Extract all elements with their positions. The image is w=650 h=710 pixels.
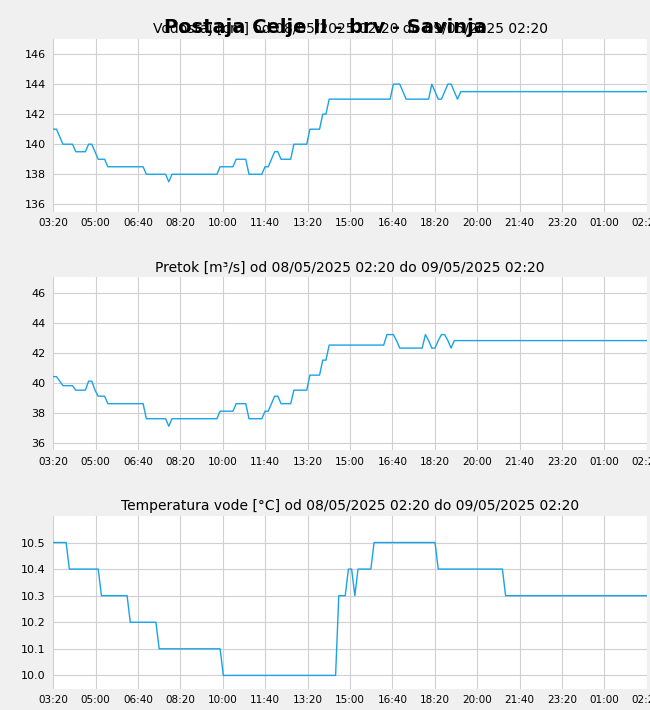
Text: Postaja Celje II - brv - Savinja: Postaja Celje II - brv - Savinja — [164, 18, 486, 37]
Title: Pretok [m³/s] od 08/05/2025 02:20 do 09/05/2025 02:20: Pretok [m³/s] od 08/05/2025 02:20 do 09/… — [155, 261, 545, 275]
Title: Temperatura vode [°C] od 08/05/2025 02:20 do 09/05/2025 02:20: Temperatura vode [°C] od 08/05/2025 02:2… — [121, 499, 579, 513]
Title: Vodostaj [cm] od 08/05/2025 02:20 do 09/05/2025 02:20: Vodostaj [cm] od 08/05/2025 02:20 do 09/… — [153, 23, 547, 36]
